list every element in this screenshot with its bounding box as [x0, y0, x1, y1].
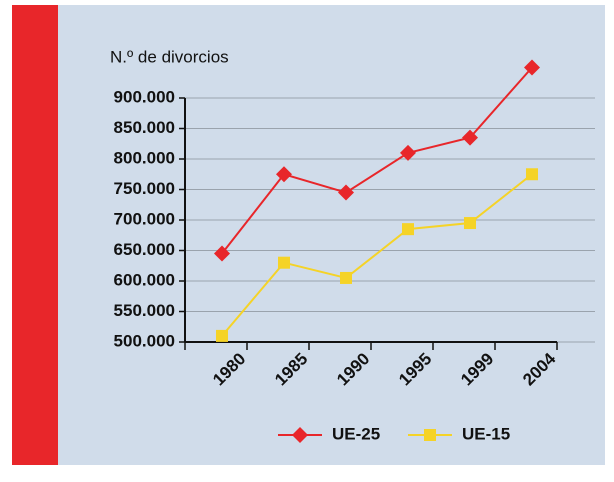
marker — [276, 166, 292, 183]
y-tick-label: 800.000 — [114, 148, 175, 167]
y-tick-label: 700.000 — [114, 209, 175, 228]
series-line — [221, 173, 533, 337]
marker — [402, 223, 414, 236]
y-tick-label: 550.000 — [114, 301, 175, 320]
marker — [340, 271, 352, 284]
legend-marker — [292, 427, 308, 443]
y-tick-label: 650.000 — [114, 240, 175, 259]
side-stripe — [12, 5, 58, 465]
legend-label: UE-15 — [462, 424, 510, 443]
marker — [214, 245, 230, 262]
marker — [462, 129, 478, 146]
legend-marker — [424, 429, 436, 441]
legend-label: UE-25 — [332, 424, 380, 443]
marker — [278, 256, 290, 269]
y-tick-label: 850.000 — [114, 118, 175, 137]
y-axis-label: N.º de divorcios — [110, 47, 229, 66]
marker — [400, 144, 416, 161]
y-tick-label: 600.000 — [114, 270, 175, 289]
series-line — [221, 66, 533, 255]
panel — [58, 5, 605, 465]
marker — [216, 329, 228, 342]
marker — [524, 59, 540, 76]
marker — [338, 184, 354, 201]
y-tick-label: 900.000 — [114, 87, 175, 106]
y-tick-label: 500.000 — [114, 331, 175, 350]
y-tick-label: 750.000 — [114, 179, 175, 198]
marker — [526, 168, 538, 181]
marker — [464, 217, 476, 230]
